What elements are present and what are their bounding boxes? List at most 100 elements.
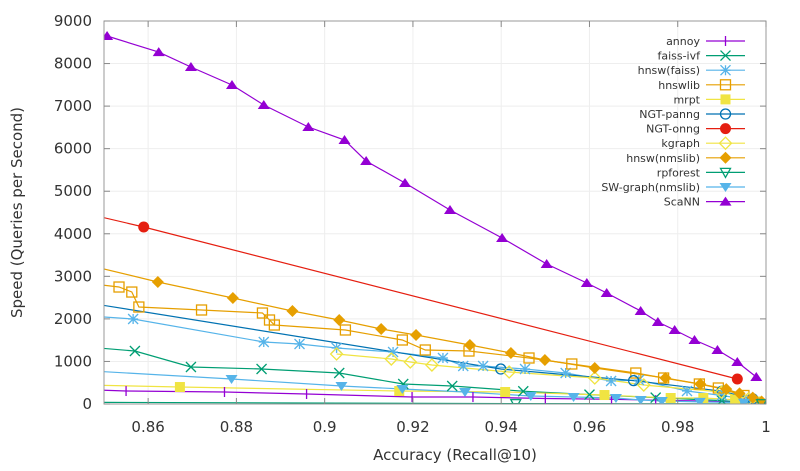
data-point-hnsw-faiss — [605, 375, 617, 387]
data-point-mrpt — [174, 382, 185, 393]
data-point-sw-graph-nmslib — [524, 391, 537, 401]
data-point-scann — [360, 156, 373, 166]
legend-entry-sw-graph-nmslib: SW-graph(nmslib) — [601, 181, 745, 194]
legend-entry-kgraph: kgraph — [661, 136, 745, 150]
legend-label: faiss-ivf — [657, 50, 701, 63]
data-point-hnswlib — [268, 319, 281, 331]
data-point-kgraph — [636, 378, 651, 392]
data-point-kgraph — [587, 371, 602, 385]
data-point-mrpt — [599, 390, 610, 401]
x-tick-label: 0.94 — [484, 418, 517, 436]
legend-marker-mrpt — [720, 94, 731, 105]
data-point-hnsw-faiss — [477, 360, 489, 372]
data-point-hnsw-nmslib — [504, 347, 517, 360]
y-tick-label: 9000 — [54, 12, 92, 30]
y-tick-label: 8000 — [54, 55, 92, 73]
data-point-hnsw-nmslib — [410, 329, 423, 342]
legend-label: kgraph — [661, 137, 700, 150]
x-tick-label: 0.92 — [396, 418, 429, 436]
legend-label: hnsw(nmslib) — [626, 152, 700, 165]
legend-marker-faiss-ivf — [720, 50, 731, 62]
data-point-sw-graph-nmslib — [459, 387, 472, 397]
series-markers-ngt-onng — [138, 221, 743, 385]
series-markers — [104, 31, 766, 404]
data-point-hnsw-faiss — [387, 346, 399, 358]
data-point-ngt-panng — [627, 374, 640, 387]
data-point-hnsw-faiss — [294, 338, 305, 350]
y-tick-label: 3000 — [54, 267, 92, 285]
legend-entry-mrpt: mrpt — [673, 93, 745, 106]
legend-entry-faiss-ivf: faiss-ivf — [657, 50, 745, 63]
data-point-scann — [496, 233, 509, 243]
data-point-scann — [104, 31, 114, 41]
data-point-hnsw-nmslib — [746, 391, 759, 404]
legend-marker-ngt-onng — [720, 123, 731, 135]
x-tick-label: 0.96 — [573, 418, 606, 436]
legend-label: mrpt — [673, 93, 700, 106]
legend-label: SW-graph(nmslib) — [601, 181, 700, 194]
data-point-scann — [338, 135, 351, 145]
data-point-rpforest — [755, 399, 766, 404]
y-tick-label: 1000 — [54, 352, 92, 370]
data-point-hnswlib — [113, 281, 125, 293]
y-tick-label: 6000 — [54, 140, 92, 158]
data-point-scann — [225, 80, 238, 90]
data-point-hnsw-nmslib — [733, 387, 746, 400]
series-markers-kgraph — [329, 347, 756, 404]
data-point-hnswlib — [523, 352, 535, 364]
data-point-sw-graph-nmslib — [737, 398, 750, 404]
data-point-scann — [184, 62, 197, 72]
data-point-scann — [668, 324, 681, 334]
legend-label: hnswlib — [658, 79, 700, 92]
data-point-hnsw-nmslib — [538, 353, 551, 366]
data-point-sw-graph-nmslib — [693, 397, 706, 404]
data-point-scann — [398, 178, 411, 188]
data-point-scann — [651, 316, 664, 326]
data-point-sw-graph-nmslib — [567, 393, 580, 403]
data-point-hnsw-faiss — [437, 352, 449, 364]
y-tick-label: 5000 — [54, 182, 92, 200]
series-line-hnsw-faiss — [104, 316, 749, 401]
data-point-faiss-ivf — [446, 380, 458, 392]
legend-label: NGT-panng — [639, 108, 700, 121]
data-point-hnsw-nmslib — [720, 383, 733, 396]
data-point-hnswlib — [256, 307, 269, 319]
data-point-ngt-onng — [138, 221, 150, 233]
data-point-hnswlib — [339, 324, 352, 336]
data-point-scann — [580, 278, 593, 288]
data-point-kgraph — [403, 355, 418, 369]
data-point-hnswlib — [396, 334, 408, 346]
data-point-mrpt — [730, 394, 741, 404]
data-point-hnsw-nmslib — [151, 276, 164, 289]
legend-marker-sw-graph-nmslib — [719, 183, 732, 192]
data-point-hnswlib — [133, 301, 145, 313]
legend-entry-ngt-panng: NGT-panng — [639, 108, 745, 121]
data-point-scann — [600, 288, 613, 298]
legend-marker-hnswlib — [719, 79, 732, 91]
data-point-faiss-ivf — [256, 363, 268, 375]
data-point-hnsw-faiss — [716, 390, 728, 401]
legend-entry-annoy: annoy — [666, 35, 745, 48]
legend-entry-scann: ScaNN — [664, 196, 745, 209]
x-tick-label: 0.98 — [661, 418, 694, 436]
data-point-mrpt — [665, 392, 676, 403]
plot-frame — [103, 20, 767, 405]
data-point-faiss-ivf — [185, 361, 197, 373]
data-point-sw-graph-nmslib — [634, 396, 647, 404]
legend-entry-rpforest: rpforest — [657, 166, 745, 179]
data-point-scann — [257, 100, 270, 110]
data-point-sw-graph-nmslib — [396, 385, 409, 395]
legend-entry-hnsw-faiss: hnsw(faiss) — [638, 64, 745, 77]
data-point-hnswlib — [630, 367, 642, 379]
data-point-sw-graph-nmslib — [335, 381, 348, 391]
series-markers-rpforest — [509, 398, 766, 404]
series-line-ngt-panng — [104, 304, 753, 400]
legend-label: hnsw(faiss) — [638, 64, 700, 77]
data-point-hnswlib — [419, 344, 431, 356]
x-tick-label: 0.88 — [220, 418, 253, 436]
legend-marker-ngt-panng — [719, 108, 732, 120]
data-point-hnsw-nmslib — [226, 292, 239, 305]
data-point-kgraph — [502, 365, 517, 379]
data-point-scann — [540, 259, 553, 269]
